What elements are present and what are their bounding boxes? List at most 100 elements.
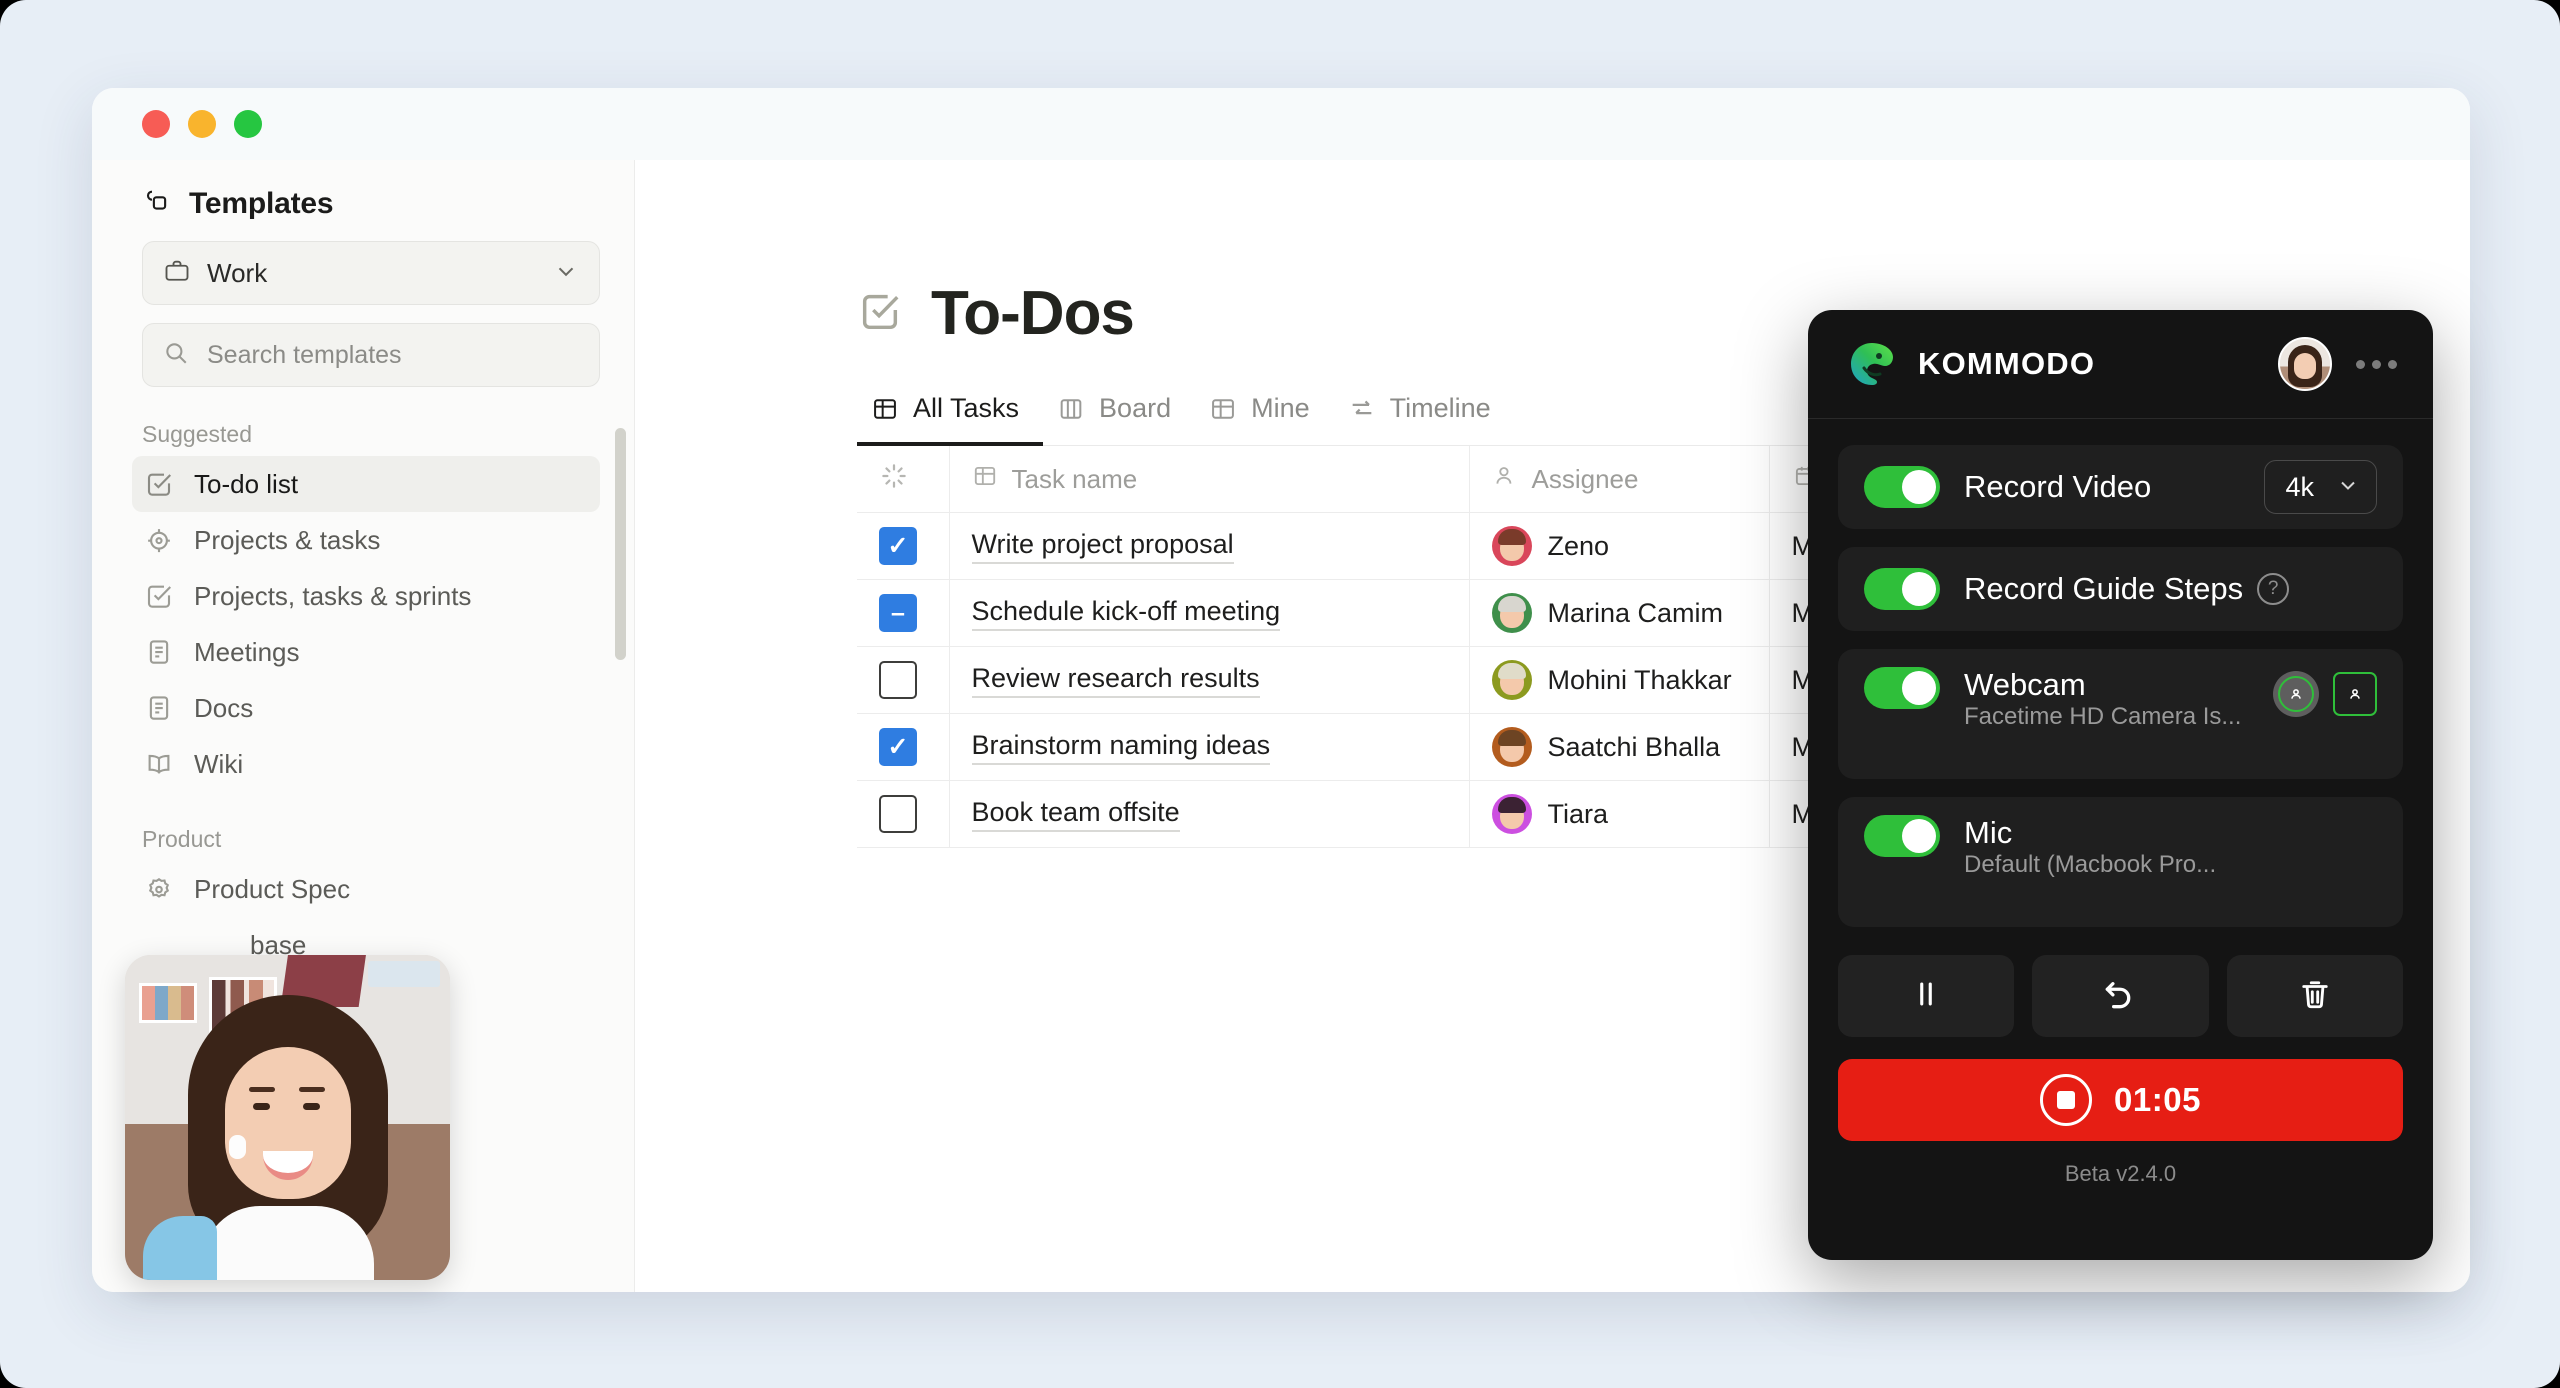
option-webcam: Webcam Facetime HD Camera Is... bbox=[1838, 649, 2403, 779]
sidebar-item-knowledge-base-partial[interactable]: base bbox=[132, 917, 600, 973]
column-label: Assignee bbox=[1531, 463, 1639, 494]
sidebar-item-label: To-do list bbox=[194, 468, 299, 499]
tab-all-tasks[interactable]: All Tasks bbox=[857, 393, 1044, 446]
task-name: Book team offsite bbox=[971, 797, 1180, 832]
avatar bbox=[1491, 526, 1532, 566]
recorder-options: Record Video 4k Record Guide Steps ? bbox=[1808, 419, 2433, 1260]
sidebar-item-label: Meetings bbox=[194, 636, 300, 667]
task-checkbox[interactable]: – bbox=[879, 594, 917, 632]
user-avatar[interactable] bbox=[2278, 337, 2332, 391]
row-checkbox-cell[interactable]: ✓ bbox=[857, 512, 950, 580]
avatar bbox=[1491, 660, 1532, 700]
columns-icon bbox=[1057, 395, 1085, 423]
assignee-cell[interactable]: Mohini Thakkar bbox=[1469, 646, 1770, 714]
mic-toggle[interactable] bbox=[1864, 815, 1940, 857]
trash-icon bbox=[2297, 976, 2333, 1017]
document-icon bbox=[144, 693, 174, 723]
book-icon bbox=[144, 749, 174, 779]
search-icon bbox=[163, 340, 189, 371]
sidebar-item-product-spec[interactable]: Product Spec bbox=[132, 861, 600, 917]
sidebar-item-wiki[interactable]: Wiki bbox=[132, 736, 600, 792]
sidebar-item-meetings[interactable]: Meetings bbox=[132, 624, 600, 680]
task-name-cell[interactable]: Brainstorm naming ideas bbox=[949, 713, 1470, 781]
row-checkbox-cell[interactable]: – bbox=[857, 579, 950, 647]
row-checkbox-cell[interactable] bbox=[857, 780, 950, 848]
webcam-preview-bubble[interactable] bbox=[125, 955, 450, 1280]
webcam-person-shirt bbox=[201, 1206, 374, 1280]
webcam-person-eye bbox=[303, 1103, 320, 1110]
webcam-background-art bbox=[139, 983, 197, 1023]
stop-recording-button[interactable]: 01:05 bbox=[1838, 1059, 2403, 1141]
assignee-cell[interactable]: Zeno bbox=[1469, 512, 1770, 580]
option-record-video: Record Video 4k bbox=[1838, 445, 2403, 529]
webcam-shape-square-button[interactable] bbox=[2333, 672, 2377, 716]
record-video-toggle[interactable] bbox=[1864, 466, 1940, 508]
webcam-background-art bbox=[368, 961, 440, 987]
video-quality-select[interactable]: 4k bbox=[2264, 460, 2377, 514]
record-guide-steps-toggle[interactable] bbox=[1864, 568, 1940, 610]
column-header-status[interactable] bbox=[857, 446, 950, 513]
sidebar-item-label: Projects, tasks & sprints bbox=[194, 580, 472, 611]
option-label: Webcam bbox=[1964, 667, 2086, 702]
task-checkbox[interactable] bbox=[879, 661, 917, 699]
sidebar-item-to-do-list[interactable]: To-do list bbox=[132, 456, 600, 512]
webcam-shape-round-button[interactable] bbox=[2273, 671, 2319, 717]
task-checkbox[interactable]: ✓ bbox=[879, 527, 917, 565]
zoom-window-button[interactable] bbox=[234, 110, 262, 138]
grid-icon bbox=[871, 395, 899, 423]
task-name-cell[interactable]: Write project proposal bbox=[949, 512, 1470, 580]
assignee-cell[interactable]: Saatchi Bhalla bbox=[1469, 713, 1770, 781]
sidebar-item-projects-and-tasks[interactable]: Projects & tasks bbox=[132, 512, 600, 568]
assignee-cell[interactable]: Marina Camim bbox=[1469, 579, 1770, 647]
option-label: Record Guide Steps bbox=[1964, 571, 2244, 606]
avatar bbox=[1491, 593, 1532, 633]
task-name-cell[interactable]: Schedule kick-off meeting bbox=[949, 579, 1470, 647]
task-checkbox[interactable] bbox=[879, 795, 917, 833]
pause-button[interactable] bbox=[1838, 955, 2015, 1037]
search-templates-box[interactable] bbox=[142, 323, 600, 387]
row-checkbox-cell[interactable] bbox=[857, 646, 950, 714]
workspace-selector[interactable]: Work bbox=[142, 241, 600, 305]
sidebar-scrollbar[interactable] bbox=[615, 428, 626, 660]
recording-timer: 01:05 bbox=[2114, 1081, 2201, 1118]
tab-board[interactable]: Board bbox=[1043, 393, 1195, 446]
pause-icon bbox=[1909, 977, 1943, 1016]
sidebar-item-label: Product Spec bbox=[194, 873, 351, 904]
sidebar-group-label-product: Product bbox=[142, 826, 222, 852]
assignee-name: Marina Camim bbox=[1547, 597, 1724, 628]
delete-button[interactable] bbox=[2226, 955, 2403, 1037]
check-square-icon bbox=[144, 469, 174, 499]
help-icon[interactable]: ? bbox=[2257, 573, 2290, 605]
tab-timeline[interactable]: Timeline bbox=[1334, 393, 1515, 446]
close-window-button[interactable] bbox=[142, 110, 170, 138]
task-name-cell[interactable]: Book team offsite bbox=[949, 780, 1470, 848]
task-checkbox[interactable]: ✓ bbox=[879, 728, 917, 766]
task-name-cell[interactable]: Review research results bbox=[949, 646, 1470, 714]
column-header-task-name[interactable]: Task name bbox=[949, 446, 1470, 513]
stop-record-icon bbox=[2040, 1074, 2093, 1126]
chevron-down-icon[interactable] bbox=[553, 258, 579, 289]
recorder-panel: KOMMODO Record Video 4k bbox=[1808, 310, 2433, 1260]
column-header-assignee[interactable]: Assignee bbox=[1469, 446, 1770, 513]
minimize-window-button[interactable] bbox=[188, 110, 216, 138]
search-input[interactable] bbox=[205, 339, 579, 371]
sidebar-item-label: base bbox=[250, 929, 307, 960]
task-name: Brainstorm naming ideas bbox=[971, 730, 1271, 765]
sidebar-item-docs[interactable]: Docs bbox=[132, 680, 600, 736]
row-checkbox-cell[interactable]: ✓ bbox=[857, 713, 950, 781]
recorder-header: KOMMODO bbox=[1808, 310, 2433, 419]
column-label: Task name bbox=[1011, 463, 1138, 494]
check-square-icon bbox=[144, 581, 174, 611]
assignee-cell[interactable]: Tiara bbox=[1469, 780, 1770, 848]
chevron-down-icon bbox=[2336, 473, 2360, 502]
tab-mine[interactable]: Mine bbox=[1195, 393, 1334, 446]
task-name: Schedule kick-off meeting bbox=[971, 596, 1281, 631]
restart-button[interactable] bbox=[2032, 955, 2209, 1037]
webcam-toggle[interactable] bbox=[1864, 667, 1940, 709]
sidebar-item-projects-tasks-sprints[interactable]: Projects, tasks & sprints bbox=[132, 568, 600, 624]
brand-name: KOMMODO bbox=[1918, 346, 2096, 381]
sidebar-item-label: Wiki bbox=[194, 748, 244, 779]
target-icon bbox=[144, 525, 174, 555]
version-label: Beta v2.4.0 bbox=[2064, 1161, 2177, 1186]
kebab-menu-icon[interactable] bbox=[2352, 352, 2401, 377]
